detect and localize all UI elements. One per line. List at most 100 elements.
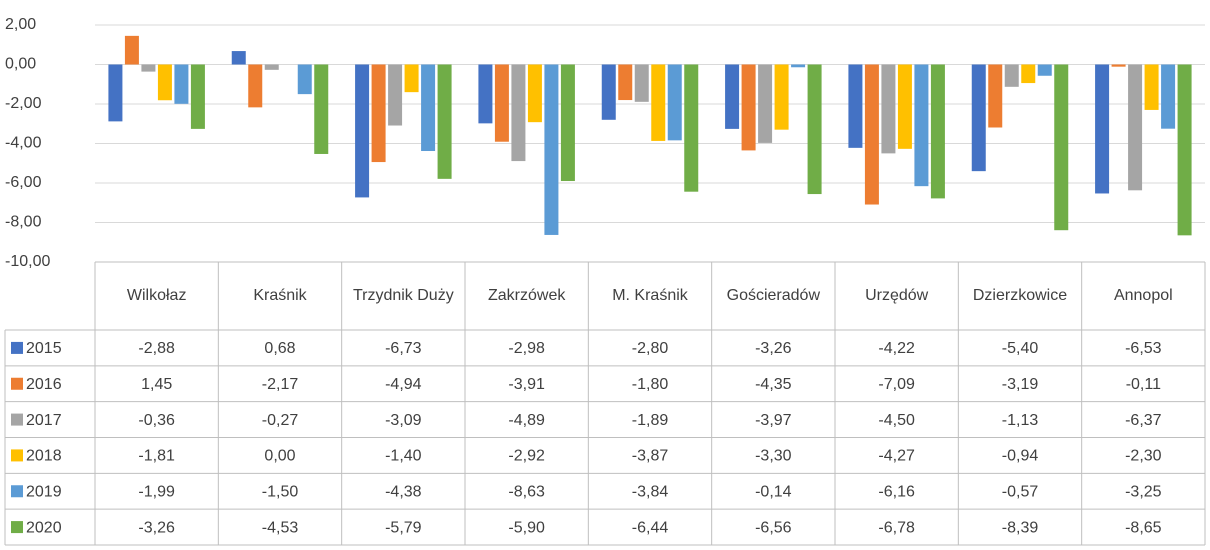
bar bbox=[774, 64, 789, 130]
table-value: -1,50 bbox=[262, 483, 299, 500]
bar bbox=[388, 64, 403, 126]
bar bbox=[601, 64, 616, 120]
bar bbox=[1095, 64, 1110, 194]
table-value: -1,80 bbox=[632, 376, 669, 393]
table-value: -3,91 bbox=[508, 376, 545, 393]
x-tick-label: Zakrzówek bbox=[487, 287, 566, 304]
legend-swatch bbox=[11, 485, 23, 498]
bar bbox=[1004, 64, 1019, 87]
table-value: -7,09 bbox=[878, 376, 915, 393]
table-value: -8,63 bbox=[508, 483, 545, 500]
table-value: -3,30 bbox=[755, 448, 792, 465]
table-value: -4,22 bbox=[878, 340, 915, 357]
table-value: -1,81 bbox=[138, 448, 175, 465]
table-value: -4,27 bbox=[878, 448, 915, 465]
table-value: -3,87 bbox=[632, 448, 669, 465]
bar bbox=[791, 64, 806, 68]
table-value: -0,36 bbox=[138, 412, 175, 429]
bar bbox=[355, 64, 370, 198]
table-value: -4,94 bbox=[385, 376, 422, 393]
y-tick-label: -10,00 bbox=[5, 253, 50, 270]
bar bbox=[618, 64, 633, 101]
bar bbox=[141, 64, 156, 72]
bar bbox=[881, 64, 896, 154]
bar bbox=[174, 64, 189, 104]
table-value: -6,73 bbox=[385, 340, 422, 357]
x-tick-label: Kraśnik bbox=[253, 287, 307, 304]
table-value: -0,57 bbox=[1002, 483, 1039, 500]
bar bbox=[437, 64, 452, 179]
bar bbox=[314, 64, 329, 154]
table-value: -1,89 bbox=[632, 412, 669, 429]
table-value: 0,00 bbox=[264, 448, 295, 465]
bar bbox=[494, 64, 509, 142]
y-tick-label: -4,00 bbox=[5, 135, 42, 152]
legend-label: 2016 bbox=[26, 376, 62, 393]
table-value: -4,89 bbox=[508, 412, 545, 429]
table-value: -6,16 bbox=[878, 483, 915, 500]
table-value: -6,44 bbox=[632, 519, 669, 536]
legend-label: 2017 bbox=[26, 412, 62, 429]
table-value: -5,79 bbox=[385, 519, 422, 536]
y-tick-label: 0,00 bbox=[5, 56, 36, 73]
bar bbox=[914, 64, 929, 187]
bar bbox=[371, 64, 386, 163]
bar bbox=[807, 64, 822, 195]
y-tick-label: -8,00 bbox=[5, 214, 42, 231]
bar bbox=[527, 64, 542, 123]
bar bbox=[758, 64, 773, 143]
table-value: -3,97 bbox=[755, 412, 792, 429]
table-value: -1,13 bbox=[1002, 412, 1039, 429]
bar bbox=[404, 64, 419, 93]
bar bbox=[1054, 64, 1069, 231]
bar bbox=[157, 64, 172, 101]
table-value: -0,11 bbox=[1126, 376, 1161, 393]
x-tick-label: M. Kraśnik bbox=[612, 287, 688, 304]
table-value: -5,40 bbox=[1002, 340, 1039, 357]
bar bbox=[124, 35, 139, 65]
table-value: -4,53 bbox=[262, 519, 299, 536]
bar bbox=[264, 64, 279, 70]
bar bbox=[1021, 64, 1036, 84]
bar bbox=[651, 64, 666, 141]
table-value: -4,35 bbox=[755, 376, 792, 393]
x-tick-label: Wilkołaz bbox=[126, 287, 187, 304]
table-value: -6,56 bbox=[755, 519, 792, 536]
legend-swatch bbox=[11, 377, 23, 390]
bar bbox=[108, 64, 123, 122]
bar bbox=[1161, 64, 1176, 129]
bar bbox=[741, 64, 756, 151]
table-value: -2,88 bbox=[138, 340, 175, 357]
bar bbox=[864, 64, 879, 205]
table-value: -8,65 bbox=[1125, 519, 1162, 536]
legend-label: 2020 bbox=[26, 519, 62, 536]
table-value: -2,98 bbox=[508, 340, 545, 357]
table-value: -2,92 bbox=[508, 448, 545, 465]
table-value: -1,99 bbox=[138, 483, 175, 500]
table-value: -2,17 bbox=[262, 376, 299, 393]
y-tick-label: -2,00 bbox=[5, 95, 42, 112]
bar bbox=[971, 64, 986, 172]
table-value: -3,19 bbox=[1002, 376, 1039, 393]
y-tick-label: -6,00 bbox=[5, 174, 42, 191]
bar bbox=[190, 64, 205, 129]
legend-label: 2015 bbox=[26, 340, 62, 357]
bar bbox=[848, 64, 863, 148]
bar bbox=[421, 64, 436, 152]
bar bbox=[544, 64, 559, 235]
table-value: -6,78 bbox=[878, 519, 915, 536]
x-tick-label: Trzydnik Duży bbox=[352, 287, 454, 304]
table-value: -3,84 bbox=[632, 483, 669, 500]
bar bbox=[248, 64, 263, 108]
legend-label: 2019 bbox=[26, 483, 62, 500]
table-value: -3,26 bbox=[755, 340, 792, 357]
legend-swatch bbox=[11, 341, 23, 354]
bar bbox=[478, 64, 493, 124]
bar bbox=[1177, 64, 1192, 236]
bar bbox=[930, 64, 945, 199]
table-value: 0,68 bbox=[264, 340, 295, 357]
table-value: -3,09 bbox=[385, 412, 422, 429]
table-value: -6,53 bbox=[1125, 340, 1162, 357]
table-value: -8,39 bbox=[1002, 519, 1039, 536]
